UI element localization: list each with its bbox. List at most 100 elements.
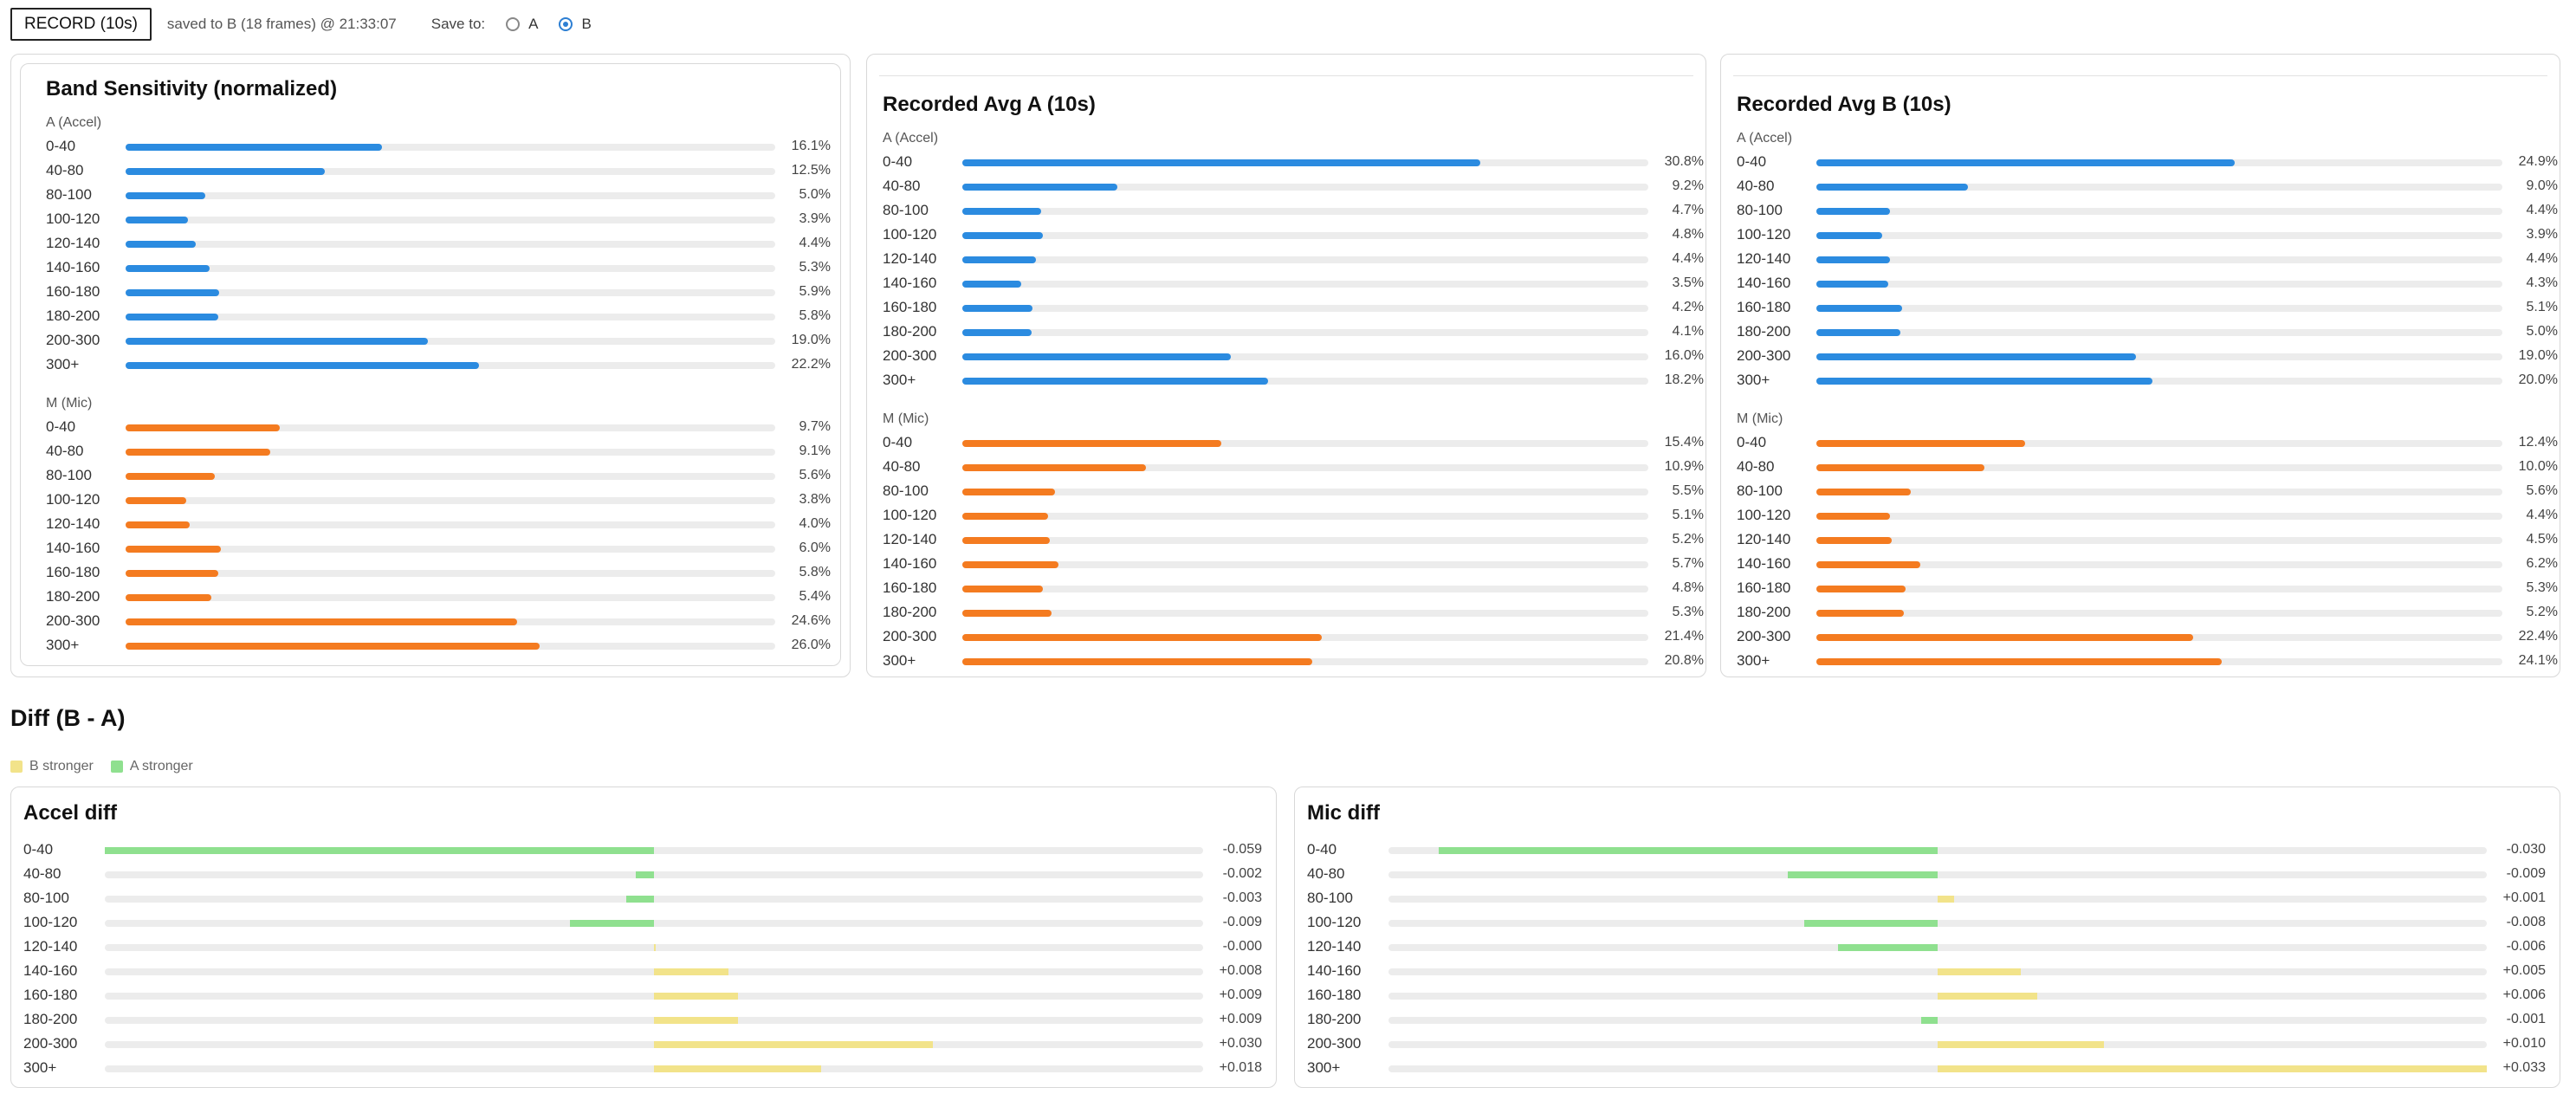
band-row: 80-100 5.5% — [883, 482, 1704, 500]
band-track — [962, 464, 1648, 471]
band-track — [962, 634, 1648, 641]
band-bar — [1816, 159, 2236, 166]
band-bar — [126, 241, 196, 248]
band-row: 100-120 5.1% — [883, 507, 1704, 524]
band-track — [962, 658, 1648, 665]
band-label: 180-200 — [46, 588, 100, 605]
band-label: 120-140 — [883, 531, 937, 547]
diff-bar — [1804, 920, 1938, 927]
band-track — [962, 537, 1648, 544]
band-track — [126, 289, 775, 296]
band-bar — [962, 561, 1058, 568]
band-label: 200-300 — [1737, 347, 1791, 364]
band-row: 140-160 5.3% — [46, 259, 834, 276]
radio-a-circle[interactable] — [506, 17, 521, 31]
band-label: 180-200 — [46, 307, 100, 324]
diff-value: -0.000 — [1222, 939, 1262, 954]
band-value: 24.1% — [2518, 653, 2558, 668]
band-value: 4.4% — [799, 236, 831, 250]
radio-b-circle[interactable] — [559, 17, 573, 31]
band-track — [126, 424, 775, 431]
band-row: 200-300 16.0% — [883, 347, 1704, 365]
diff-band-label: 120-140 — [1307, 938, 1362, 955]
band-bar — [126, 338, 429, 345]
save-to-b-radio[interactable]: B — [559, 16, 592, 33]
band-row: 100-120 3.9% — [1737, 226, 2558, 243]
record-button[interactable]: RECORD (10s) — [10, 8, 152, 41]
band-bar — [962, 305, 1033, 312]
band-value: 5.3% — [799, 260, 831, 275]
band-bar — [962, 184, 1117, 191]
diff-value: +0.018 — [1219, 1060, 1262, 1075]
band-bar — [126, 594, 212, 601]
panel-title: Recorded Avg B (10s) — [1737, 93, 1951, 116]
band-value: 24.6% — [791, 613, 831, 628]
diff-row: 80-100 +0.001 — [1307, 890, 2547, 907]
band-bar — [126, 265, 210, 272]
band-row: 140-160 3.5% — [883, 275, 1704, 292]
diff-track — [1388, 847, 2487, 854]
diff-value: +0.008 — [1219, 963, 1262, 978]
radio-a-label: A — [528, 16, 539, 32]
diff-value: +0.009 — [1219, 1012, 1262, 1026]
band-value: 12.5% — [791, 163, 831, 178]
band-row: 180-200 5.8% — [46, 307, 834, 325]
panel-divider — [1733, 75, 2547, 76]
diff-value: +0.030 — [1219, 1036, 1262, 1051]
diff-band-label: 160-180 — [23, 987, 78, 1003]
band-row: 300+ 24.1% — [1737, 652, 2558, 670]
band-bar — [1816, 586, 1906, 592]
band-label: 300+ — [1737, 372, 1770, 388]
section-label: M (Mic) — [1737, 411, 1783, 426]
save-to-a-radio[interactable]: A — [506, 16, 538, 33]
diff-bar — [1438, 847, 1938, 854]
band-panel: Band Sensitivity (normalized) A (Accel) 0-… — [10, 54, 851, 677]
band-track — [126, 521, 775, 528]
diff-band-label: 140-160 — [23, 962, 78, 979]
band-label: 200-300 — [883, 628, 937, 644]
band-value: 16.0% — [1664, 348, 1704, 363]
band-bar — [1816, 256, 1891, 263]
band-label: 40-80 — [1737, 458, 1775, 475]
band-label: 120-140 — [46, 515, 100, 532]
diff-title: Diff (B - A) — [10, 705, 126, 731]
band-value: 5.6% — [799, 468, 831, 482]
diff-track — [105, 993, 1203, 1000]
band-label: 160-180 — [46, 283, 100, 300]
band-row: 160-180 5.9% — [46, 283, 834, 301]
band-value: 5.7% — [1672, 556, 1704, 571]
band-label: 100-120 — [1737, 226, 1791, 243]
band-row: 140-160 6.2% — [1737, 555, 2558, 573]
band-track — [126, 265, 775, 272]
band-label: 200-300 — [883, 347, 937, 364]
band-value: 4.8% — [1672, 227, 1704, 242]
band-bar — [962, 208, 1042, 215]
band-bar — [1816, 305, 1902, 312]
band-label: 120-140 — [1737, 250, 1791, 267]
band-track — [1816, 353, 2502, 360]
diff-bar — [635, 871, 654, 878]
section-label: M (Mic) — [883, 411, 929, 426]
diff-bar — [570, 920, 654, 927]
band-label: 0-40 — [46, 418, 76, 435]
band-label: 100-120 — [46, 491, 100, 508]
band-track — [962, 610, 1648, 617]
diff-row: 200-300 +0.010 — [1307, 1035, 2547, 1052]
diff-band-label: 160-180 — [1307, 987, 1362, 1003]
diff-value: +0.010 — [2502, 1036, 2546, 1051]
band-bar — [962, 586, 1044, 592]
diff-value: -0.030 — [2506, 842, 2546, 857]
diff-row: 160-180 +0.006 — [1307, 987, 2547, 1004]
band-row: 100-120 4.4% — [1737, 507, 2558, 524]
band-value: 18.2% — [1664, 372, 1704, 387]
band-track — [126, 497, 775, 504]
band-label: 160-180 — [1737, 299, 1791, 315]
diff-row: 140-160 +0.005 — [1307, 962, 2547, 980]
band-bar — [962, 353, 1232, 360]
band-label: 0-40 — [883, 434, 913, 450]
band-bar — [126, 192, 205, 199]
band-row: 300+ 18.2% — [883, 372, 1704, 389]
diff-band-label: 120-140 — [23, 938, 78, 955]
band-track — [1816, 329, 2502, 336]
diff-track — [1388, 920, 2487, 927]
